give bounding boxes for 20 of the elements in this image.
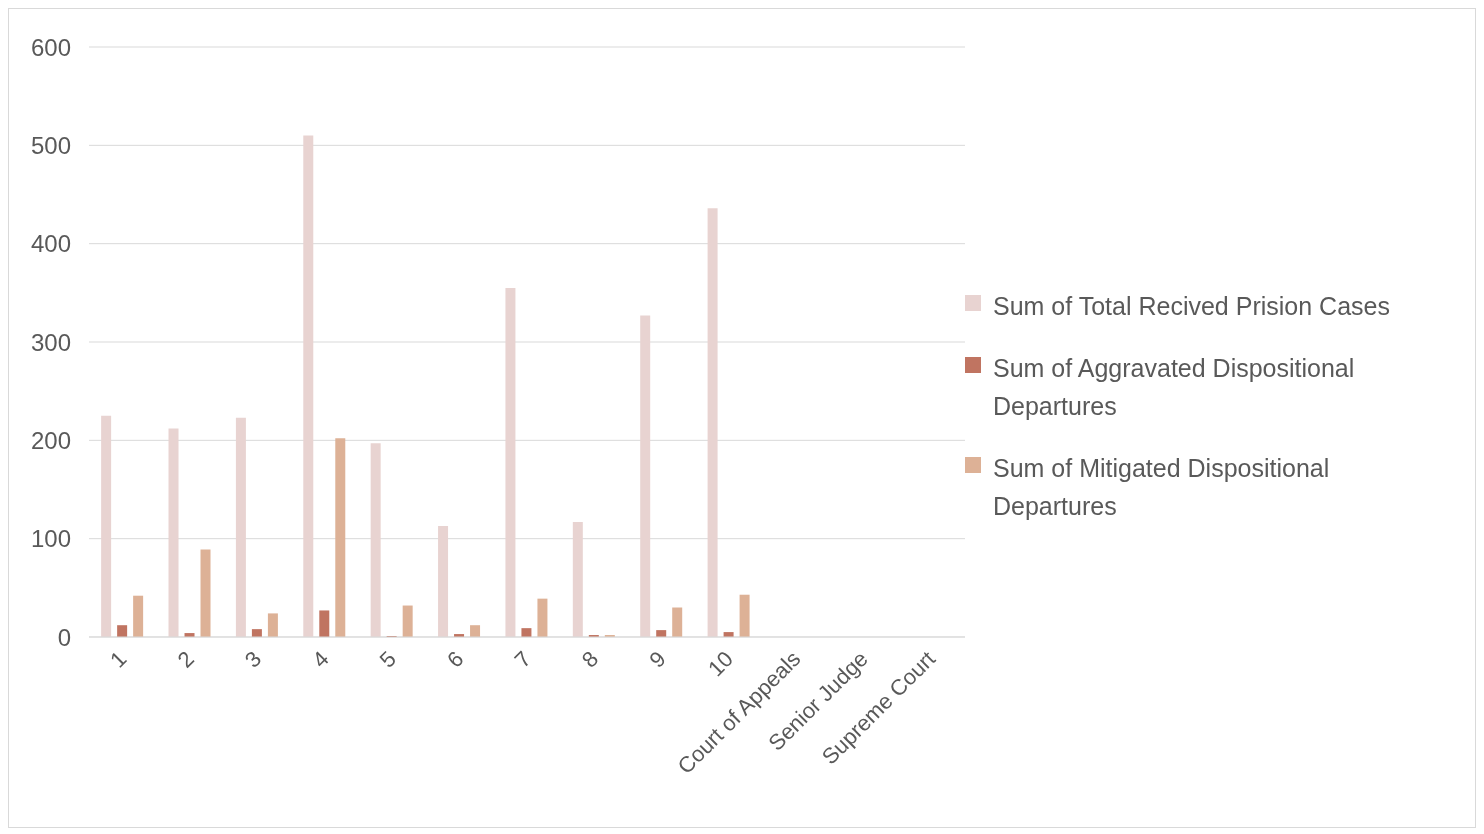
- y-tick-label: 600: [30, 33, 71, 61]
- x-tick-label: 1: [105, 646, 132, 673]
- legend-label: Sum of Aggravated Dispositional Departures: [993, 353, 1356, 422]
- y-tick-label: 0: [57, 623, 71, 651]
- y-tick-label: 200: [30, 426, 71, 454]
- y-tick-label: 500: [30, 131, 71, 159]
- x-tick-label: 3: [239, 646, 267, 673]
- legend-label: Sum of Mitigated Dispositional Departures: [993, 453, 1331, 522]
- legend-label: Sum of Total Recived Prision Cases: [993, 291, 1391, 322]
- x-tick-label: 2: [172, 646, 199, 673]
- x-tick-label: 5: [374, 646, 402, 673]
- y-tick-label: 300: [30, 328, 71, 356]
- x-tick-label: 9: [644, 646, 671, 673]
- x-tick-label: 6: [442, 646, 469, 673]
- x-tick-label: 10: [703, 646, 738, 682]
- y-tick-label: 100: [30, 525, 71, 553]
- x-tick-label: 8: [576, 646, 604, 673]
- x-tick-label: 4: [307, 646, 334, 673]
- y-tick-label: 400: [30, 230, 71, 258]
- x-tick-label: 7: [509, 646, 536, 673]
